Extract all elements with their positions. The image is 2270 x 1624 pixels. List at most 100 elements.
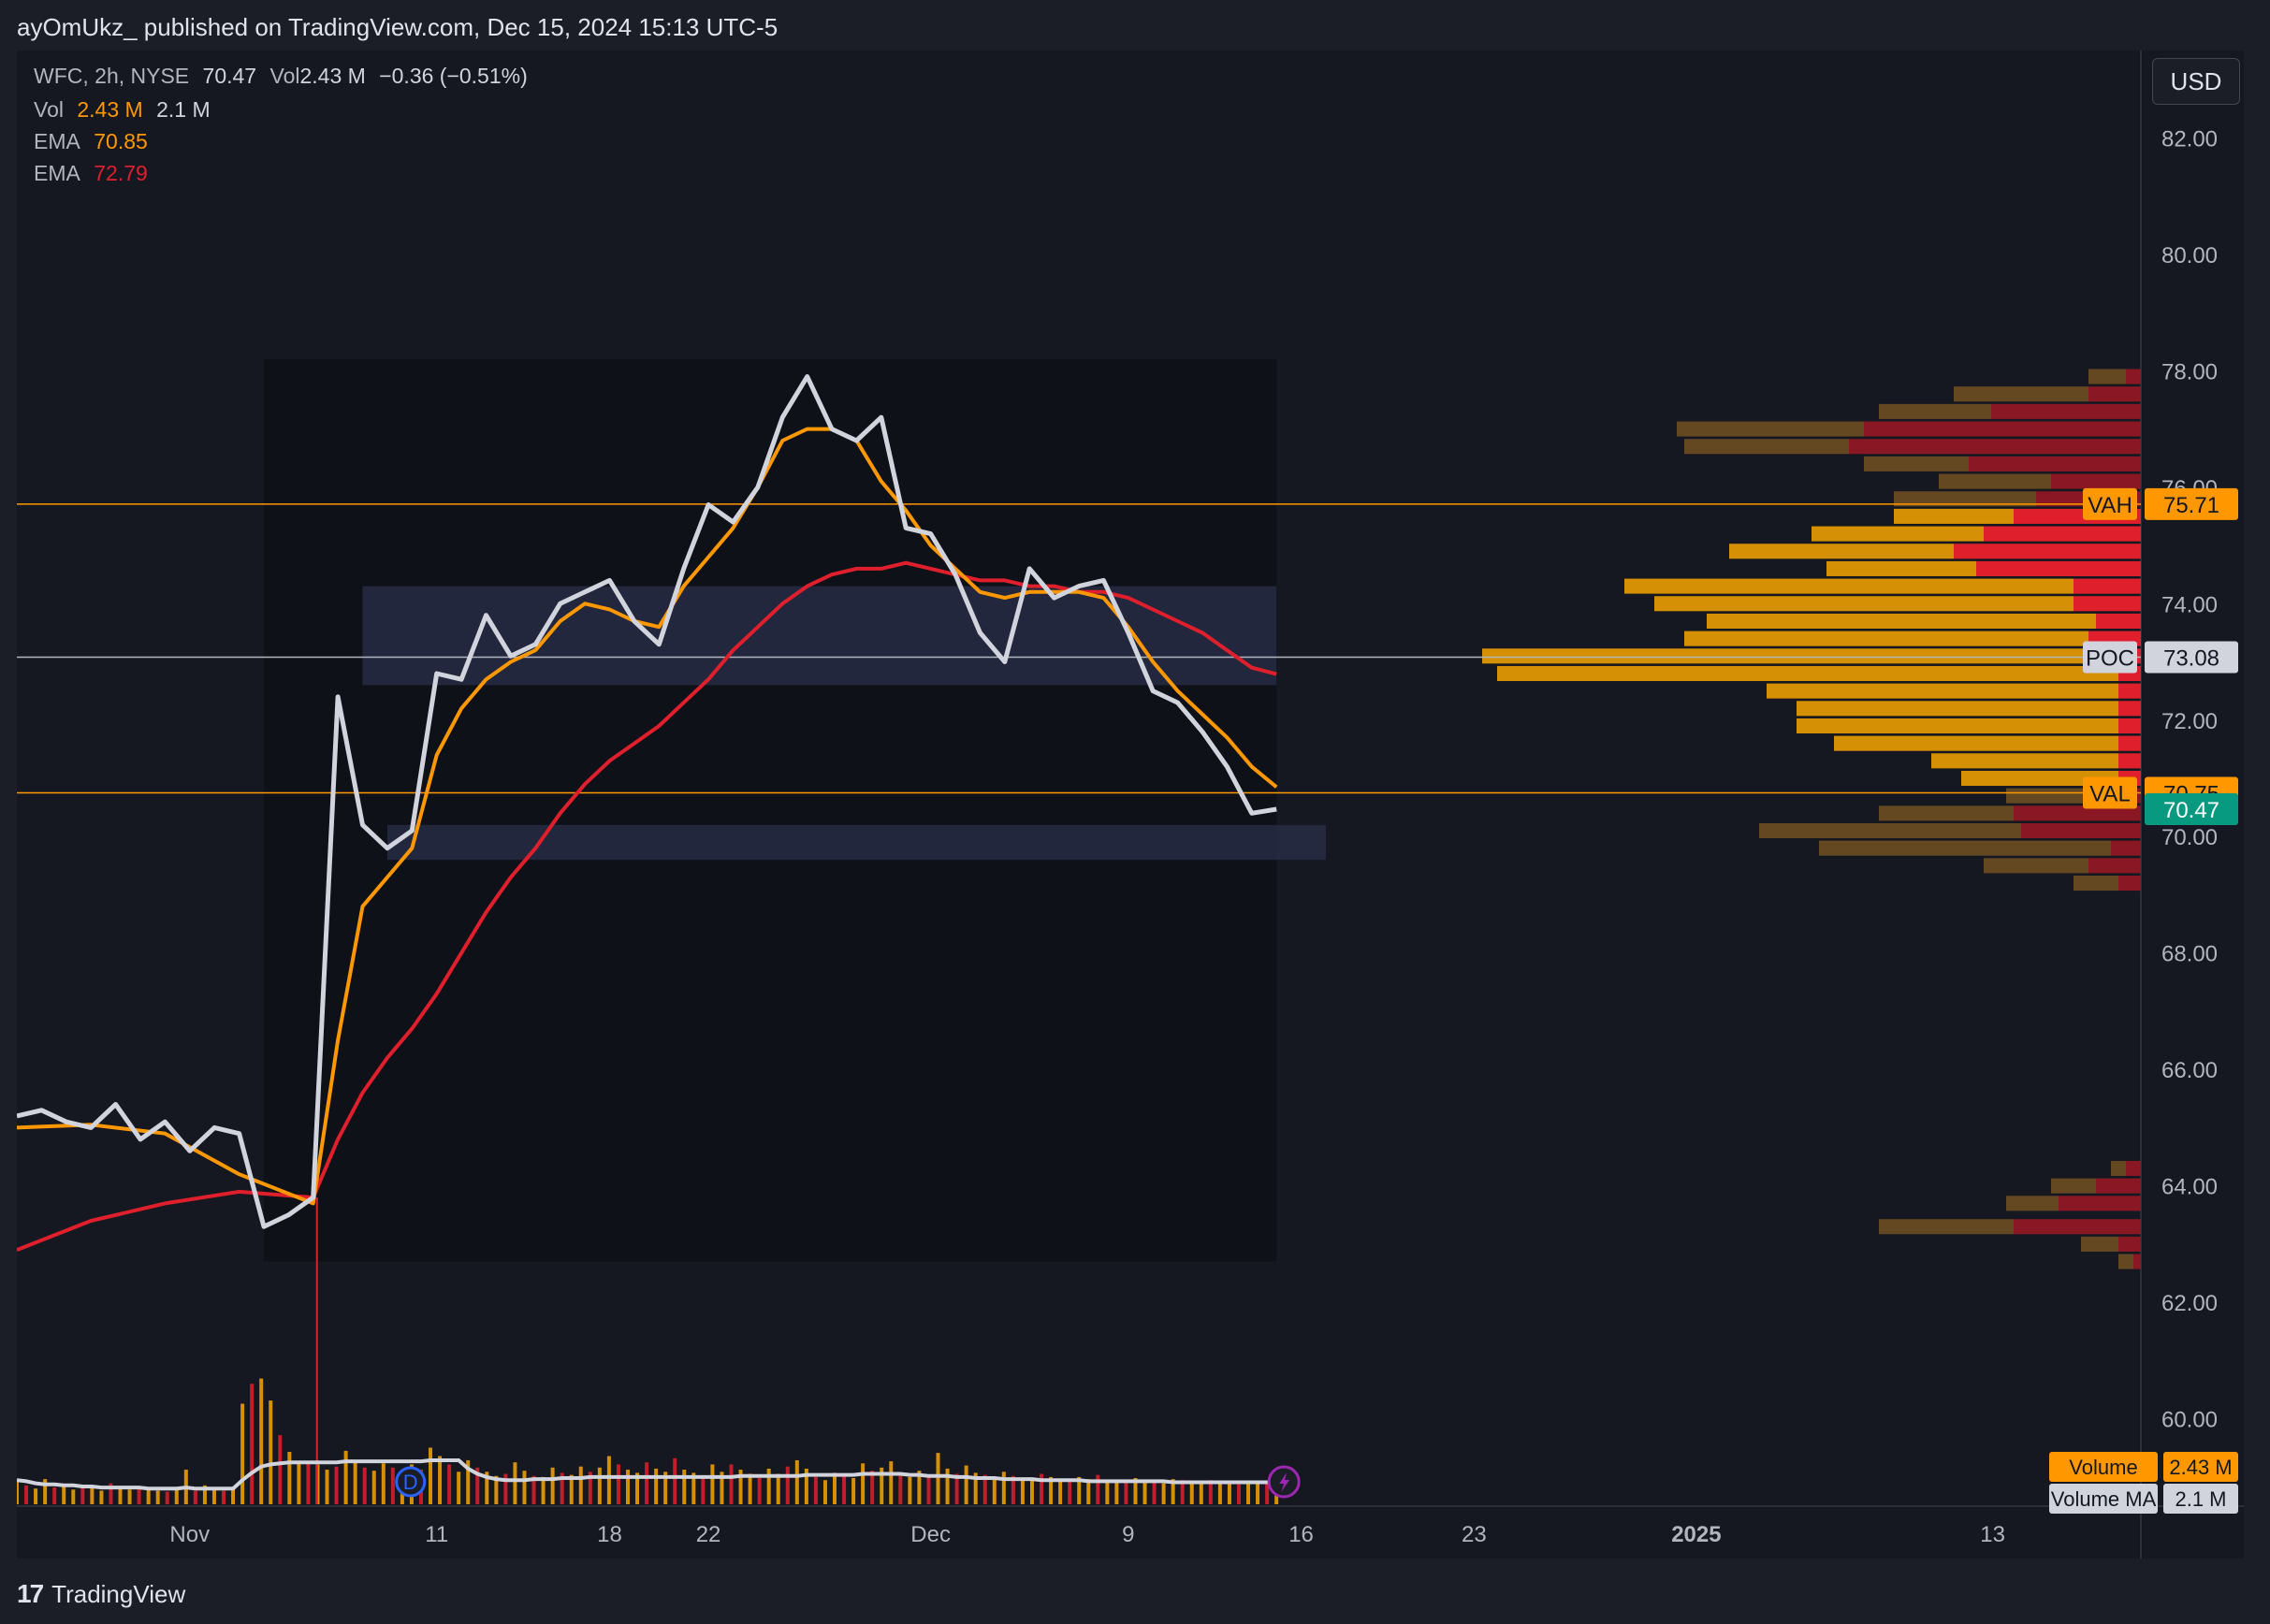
volume-bar (17, 1481, 19, 1504)
volume-bar (127, 1489, 132, 1504)
legend-ema-fast-label: EMA (34, 129, 80, 153)
legend-ema-fast-value: 70.85 (94, 129, 148, 153)
x-tick-label: 13 (1980, 1522, 2005, 1547)
profile-bar-up (1939, 473, 2051, 489)
volume-bar (748, 1473, 752, 1504)
volume-bar (663, 1472, 668, 1504)
volume-bar (1180, 1480, 1185, 1504)
y-tick-label: 82.00 (2161, 126, 2218, 152)
volume-bar (1086, 1479, 1091, 1504)
volume-bar (457, 1472, 461, 1504)
volume-bar (804, 1468, 808, 1504)
volume-bar (541, 1476, 546, 1504)
profile-bar-down (2096, 1178, 2141, 1194)
volume-bar (625, 1470, 630, 1504)
chart-area[interactable]: D82.0080.0078.0076.0074.0072.0070.0068.0… (17, 51, 2244, 1559)
profile-bar-up (1879, 403, 1991, 419)
lightning-icon-glyph (1279, 1472, 1290, 1492)
y-tick-label: 62.00 (2161, 1291, 2218, 1316)
volume-bar (635, 1472, 640, 1504)
legend-row-volume[interactable]: Vol 2.43 M 2.1 M (34, 97, 218, 123)
volume-bar (297, 1463, 301, 1504)
volume-bar (513, 1462, 517, 1504)
volume-bar (908, 1476, 912, 1504)
legend-symbol[interactable]: WFC, 2h, NYSE (34, 64, 190, 88)
volume-bar (569, 1474, 574, 1504)
dividend-icon (395, 1466, 427, 1498)
volume-bar (757, 1478, 762, 1504)
volume-bar (1096, 1474, 1100, 1504)
legend-ema-slow-label: EMA (34, 161, 80, 185)
ema-slow-line (17, 560, 1277, 1252)
volume-bar (447, 1464, 452, 1504)
profile-bar-down (2118, 1236, 2141, 1252)
volume-bar (1049, 1476, 1054, 1504)
profile-bar-up (1797, 701, 2118, 717)
poc-badge-value-bg (2145, 641, 2238, 674)
profile-bar-down (1969, 456, 2141, 471)
volume-bar (1001, 1472, 1006, 1504)
profile-bar-down (1954, 544, 2141, 559)
tradingview-logo[interactable]: 17 TradingView (17, 1579, 185, 1609)
poc-badge-value: 73.08 (2163, 646, 2219, 672)
profile-bar-down (2118, 701, 2141, 717)
profile-bar-up (1931, 753, 2118, 769)
volume-profile-range-box (263, 358, 1277, 1262)
val-badge-label-bg (2083, 776, 2137, 809)
vah-badge-label-bg (2083, 487, 2137, 520)
volume-bar (606, 1456, 611, 1504)
price-chart[interactable]: D82.0080.0078.0076.0074.0072.0070.0068.0… (17, 51, 2244, 1559)
volume-bar (842, 1475, 847, 1504)
volume-bar (240, 1403, 245, 1504)
volume-bar (475, 1467, 480, 1504)
volume-bar (438, 1456, 443, 1504)
price-line (17, 374, 1277, 1229)
y-tick-label: 60.00 (2161, 1408, 2218, 1433)
profile-bar-up (1894, 508, 2014, 524)
profile-bar-up (1826, 560, 1976, 576)
profile-bar-down (2118, 735, 2141, 751)
profile-bar-down (2059, 1196, 2141, 1211)
volume-bar (52, 1487, 57, 1504)
profile-bar-up (1879, 1219, 2014, 1235)
volume-bar (973, 1472, 978, 1504)
volume-bar (1029, 1480, 1034, 1504)
volume-bar (371, 1471, 376, 1504)
poc-badge-label-bg (2083, 641, 2137, 674)
volume-bar (1011, 1475, 1015, 1504)
volume-ma-badge-label-bg (2049, 1484, 2158, 1514)
volume-bar (259, 1378, 264, 1504)
volume-ma-badge-label: Volume MA (2051, 1487, 2157, 1511)
profile-bar-up (1894, 491, 2036, 507)
volume-bar (870, 1471, 875, 1504)
vah-badge-label: VAH (2088, 493, 2132, 518)
volume-bar (578, 1466, 583, 1504)
profile-bar-up (1654, 596, 2074, 612)
volume-bar (193, 1490, 197, 1504)
legend-row-ema-fast[interactable]: EMA 70.85 (34, 129, 155, 154)
volume-bar (334, 1466, 339, 1504)
volume-bar (1077, 1476, 1082, 1504)
volume-badge-value-bg (2163, 1452, 2238, 1482)
profile-bar-up (1729, 544, 1954, 559)
y-tick-label: 64.00 (2161, 1175, 2218, 1200)
y-tick-label: 68.00 (2161, 942, 2218, 967)
volume-bar (1133, 1478, 1138, 1504)
currency-button[interactable]: USD (2152, 58, 2240, 105)
profile-bar-up (1677, 421, 1864, 437)
val-badge-label: VAL (2089, 782, 2131, 807)
legend-row-ema-slow[interactable]: EMA 72.79 (34, 161, 155, 186)
volume-bar (494, 1475, 499, 1504)
x-tick-label: 16 (1288, 1522, 1314, 1547)
volume-bar (531, 1475, 536, 1504)
profile-bar-down (2074, 596, 2141, 612)
volume-bar (287, 1452, 292, 1504)
volume-bar (231, 1488, 236, 1504)
volume-bar (362, 1467, 367, 1504)
volume-bar (1227, 1483, 1231, 1504)
volume-bar (682, 1470, 687, 1504)
profile-bar-up (1482, 648, 2118, 664)
volume-bar (278, 1435, 283, 1504)
volume-bar (1105, 1480, 1110, 1504)
volume-bar (390, 1467, 395, 1504)
